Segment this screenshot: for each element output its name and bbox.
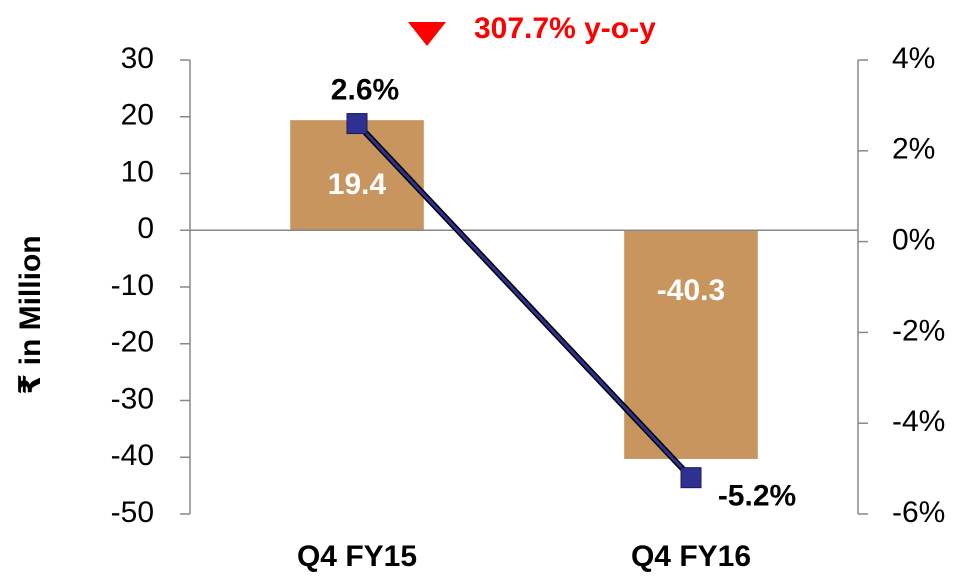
y2-tick-label: 2% [892, 133, 935, 166]
y-tick-label: 0 [137, 212, 154, 245]
y-tick-label: -20 [111, 326, 154, 359]
x-tick-label: Q4 FY16 [631, 540, 751, 573]
y2-tick-label: -2% [892, 314, 945, 347]
bar [290, 120, 424, 231]
bar-value-label: -40.3 [657, 274, 725, 307]
line-value-label: -5.2% [718, 480, 796, 513]
bar [624, 230, 758, 459]
y-tick-label: 20 [121, 99, 154, 132]
y-axis-label: ₹ in Million [14, 235, 47, 394]
y-tick-label: 10 [121, 155, 154, 188]
line-marker [680, 467, 702, 489]
y-tick-label: -40 [111, 439, 154, 472]
y-tick-label: -50 [111, 496, 154, 529]
y-tick-label: -10 [111, 269, 154, 302]
y2-tick-label: -4% [892, 405, 945, 438]
down-arrow [408, 22, 446, 46]
y2-tick-label: 4% [892, 42, 935, 75]
y-tick-label: -30 [111, 382, 154, 415]
y-tick-label: 30 [121, 42, 154, 75]
line-value-label: 2.6% [331, 73, 399, 106]
line-marker [346, 113, 368, 135]
x-tick-label: Q4 FY15 [297, 540, 417, 573]
line-inner [355, 122, 693, 479]
y2-tick-label: 0% [892, 224, 935, 257]
bar-value-label: 19.4 [328, 168, 387, 201]
y2-tick-label: -6% [892, 496, 945, 529]
annotation: 307.7% y-o-y [474, 12, 656, 45]
